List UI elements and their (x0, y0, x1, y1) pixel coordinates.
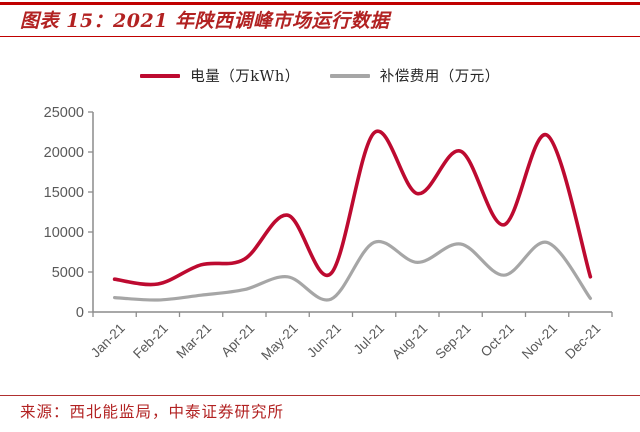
x-axis-label: Aug-21 (389, 321, 430, 362)
chart-area: 0 5000 10000 15000 20000 25000 Jan-21 Feb-21 Mar… (0, 85, 640, 390)
title-divider-rule (0, 36, 640, 37)
x-axis-label: Dec-21 (562, 321, 603, 362)
x-axis-label: Apr-21 (218, 321, 257, 360)
x-axis-label: Sep-21 (432, 321, 473, 362)
source-note: 来源：西北能监局，中泰证券研究所 (20, 403, 285, 421)
series-line-buchang (113, 239, 592, 302)
x-axis-label: Feb-21 (130, 321, 171, 362)
x-axis-label: Nov-21 (519, 321, 560, 362)
y-axis-label: 5000 (52, 265, 84, 281)
legend-swatch-buchang (329, 73, 370, 78)
top-accent-rule (0, 2, 640, 5)
figure-title: 图表 15：2021 年陕西调峰市场运行数据 (20, 10, 390, 32)
series-line-dianliang (112, 129, 593, 287)
legend-item-buchang: 补偿费用（万元） (329, 65, 500, 86)
x-axis-label: Jul-21 (351, 321, 388, 358)
y-axis-label: 10000 (44, 225, 84, 241)
legend-swatch-dianliang (140, 73, 181, 78)
y-axis-label: 25000 (44, 105, 84, 121)
x-axis-label: Mar-21 (173, 321, 214, 362)
legend-label-buchang: 补偿费用（万元） (379, 69, 500, 85)
line-chart: 0 5000 10000 15000 20000 25000 Jan-21 Feb-21 Mar… (44, 105, 613, 363)
legend-label-dianliang: 电量（万kWh） (190, 69, 300, 85)
legend-item-dianliang: 电量（万kWh） (140, 65, 300, 86)
y-axis-label: 0 (76, 305, 84, 321)
x-axis-label: May-21 (258, 321, 300, 363)
y-axis-label: 15000 (44, 185, 84, 201)
chart-legend: 电量（万kWh） 补偿费用（万元） (0, 65, 640, 86)
footer-divider-rule (0, 395, 640, 396)
x-axis-label: Oct-21 (478, 321, 517, 360)
x-axis-label: Jan-21 (88, 321, 128, 361)
x-axis-label: Jun-21 (304, 321, 344, 361)
y-axis-label: 20000 (44, 145, 84, 161)
